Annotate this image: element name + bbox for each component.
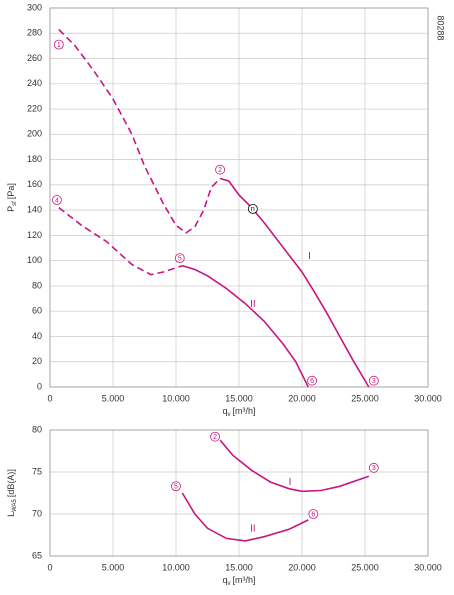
y-axis-label: LWA5[dB(A)]: [6, 469, 17, 517]
y-tick-label: 65: [32, 550, 42, 560]
annotation: II: [250, 299, 256, 310]
x-tick-label: 25.000: [351, 393, 379, 403]
y-tick-label: 40: [32, 331, 42, 341]
x-tick-label: 25.000: [351, 562, 379, 572]
y-tick-label: 80: [32, 424, 42, 434]
annotation: 4: [55, 197, 59, 204]
x-tick-label: 0: [47, 562, 52, 572]
y-tick-label: 100: [27, 255, 42, 265]
annotation: 2: [213, 434, 217, 441]
y-tick-label: 180: [27, 154, 42, 164]
annotation-circle: [171, 481, 181, 492]
y-axis-label-main: P: [6, 206, 16, 212]
annotation: 5: [178, 255, 182, 262]
y-tick-label: 60: [32, 306, 42, 316]
x-tick-label: 5.000: [102, 562, 125, 572]
drawing-code: 80288: [436, 15, 446, 40]
y-tick-label: 120: [27, 230, 42, 240]
y-tick-label: 260: [27, 53, 42, 63]
curve: [219, 177, 370, 388]
plot-frame: [49, 429, 429, 557]
y-tick-label: 240: [27, 78, 42, 88]
plot-frame: [49, 7, 429, 388]
x-tick-label: 20.000: [288, 393, 316, 403]
y-tick-label: 140: [27, 205, 42, 215]
annotation: 6: [310, 378, 314, 385]
annotation: n: [251, 206, 255, 213]
annotation: I: [289, 477, 292, 488]
y-tick-label: 300: [27, 2, 42, 12]
x-tick-label: 30.000: [414, 562, 442, 572]
annotation: 6: [311, 511, 315, 518]
y-axis-label-sub: WA5: [12, 498, 18, 511]
x-axis-label: qv [m³/h]: [222, 406, 255, 417]
y-tick-label: 70: [32, 508, 42, 518]
x-axis-label-main: q: [222, 575, 227, 585]
annotation-circle: [53, 39, 64, 50]
y-axis-label-unit: [Pa]: [6, 183, 16, 199]
curve: [58, 206, 183, 276]
x-tick-label: 5.000: [102, 393, 125, 403]
y-axis-label-main: L: [6, 512, 16, 517]
x-axis-label-main: q: [222, 406, 227, 416]
annotation-circle: [52, 195, 62, 205]
x-tick-label: 0: [47, 393, 52, 403]
x-axis-label-sub: v: [228, 412, 231, 418]
x-axis-label-unit: [m³/h]: [233, 406, 256, 416]
curve: [219, 439, 370, 493]
x-axis-label-sub: v: [228, 581, 231, 587]
x-tick-label: 20.000: [288, 562, 316, 572]
x-axis-label-unit: [m³/h]: [233, 575, 256, 585]
y-tick-label: 220: [27, 103, 42, 113]
annotation-circle: [174, 253, 185, 264]
curve: [181, 492, 309, 542]
annotation-circle: [215, 164, 226, 175]
annotation: 3: [372, 465, 376, 472]
curve: [58, 28, 221, 234]
x-tick-label: 30.000: [414, 393, 442, 403]
y-axis-label-unit: [dB(A)]: [6, 469, 16, 497]
y-tick-label: 200: [27, 129, 42, 139]
x-tick-label: 10.000: [162, 393, 190, 403]
annotation: 1: [57, 42, 61, 49]
y-tick-label: 0: [37, 381, 42, 391]
annotation: 5: [174, 484, 178, 491]
annotation-circle: [308, 509, 319, 519]
annotation: 3: [372, 378, 376, 385]
y-axis-label-sub: sf: [12, 201, 18, 206]
curve: [182, 264, 310, 388]
x-tick-label: 10.000: [162, 562, 190, 572]
annotation-circle: [307, 375, 317, 386]
y-tick-label: 20: [32, 356, 42, 366]
x-tick-label: 15.000: [225, 393, 253, 403]
annotation-circle: [247, 203, 258, 214]
annotation-circle: [210, 431, 220, 442]
annotation: 2: [218, 167, 222, 174]
y-tick-label: 80: [32, 280, 42, 290]
y-tick-label: 75: [32, 466, 42, 476]
annotation-circle: [368, 375, 379, 386]
y-tick-label: 280: [27, 28, 42, 38]
y-tick-label: 160: [27, 179, 42, 189]
annotation: II: [250, 523, 256, 534]
x-axis-label: qv [m³/h]: [222, 575, 255, 586]
annotation-circle: [368, 462, 379, 473]
annotation: I: [308, 251, 311, 262]
x-tick-label: 15.000: [225, 562, 253, 572]
y-axis-label: Psf [Pa]: [6, 183, 17, 212]
